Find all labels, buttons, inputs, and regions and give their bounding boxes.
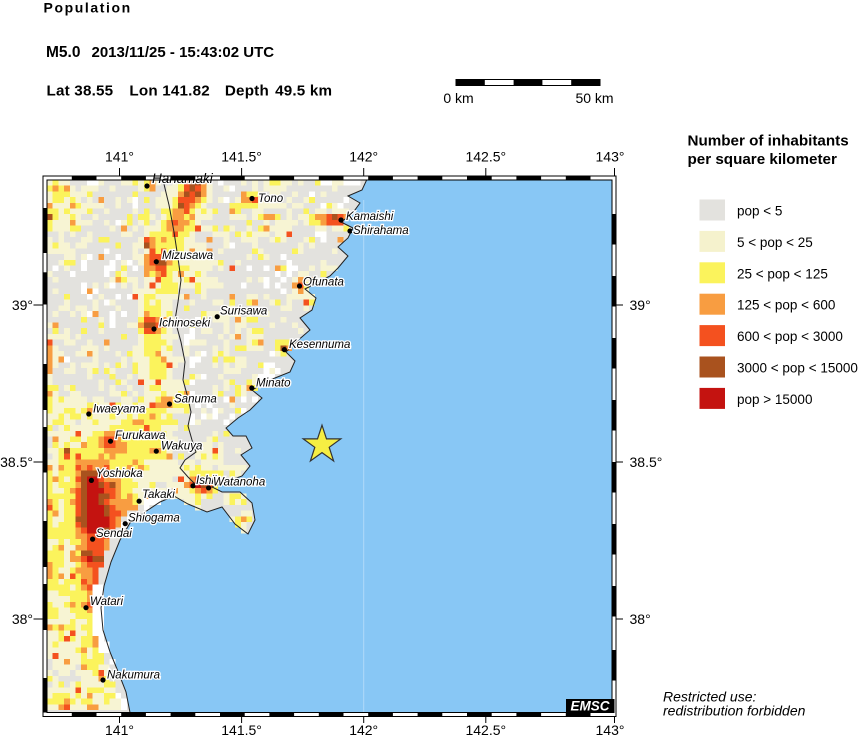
svg-text:49.5 km: 49.5 km bbox=[275, 83, 332, 100]
svg-text:Sendai: Sendai bbox=[96, 528, 132, 540]
svg-text:39°: 39° bbox=[630, 297, 651, 313]
svg-text:Kamaishi: Kamaishi bbox=[346, 211, 394, 223]
svg-text:per square kilometer: per square kilometer bbox=[688, 151, 837, 168]
svg-text:Takaki: Takaki bbox=[142, 489, 175, 501]
svg-text:Shiogama: Shiogama bbox=[128, 513, 180, 525]
svg-text:Depth: Depth bbox=[225, 83, 269, 100]
svg-text:Ishii: Ishii bbox=[196, 475, 217, 487]
svg-text:Tono: Tono bbox=[258, 193, 284, 205]
svg-text:38.5°: 38.5° bbox=[0, 454, 33, 470]
svg-text:Mizusawa: Mizusawa bbox=[162, 250, 213, 262]
svg-text:Population: Population bbox=[44, 0, 132, 16]
svg-text:Restricted use:: Restricted use: bbox=[663, 689, 756, 705]
svg-text:39°: 39° bbox=[12, 297, 33, 313]
svg-text:143°: 143° bbox=[596, 722, 625, 735]
svg-text:2013/11/25 - 15:43:02 UTC: 2013/11/25 - 15:43:02 UTC bbox=[92, 44, 275, 61]
svg-text:143°: 143° bbox=[596, 149, 625, 165]
svg-text:141°: 141° bbox=[105, 149, 134, 165]
svg-text:5 < pop < 25: 5 < pop < 25 bbox=[737, 235, 813, 250]
svg-text:50 km: 50 km bbox=[575, 90, 613, 106]
svg-text:Minato: Minato bbox=[256, 378, 291, 390]
svg-text:3000 < pop < 15000: 3000 < pop < 15000 bbox=[737, 361, 858, 376]
svg-text:0 km: 0 km bbox=[443, 90, 473, 106]
svg-text:Sanuma: Sanuma bbox=[174, 394, 217, 406]
svg-text:38.5°: 38.5° bbox=[630, 454, 663, 470]
svg-text:600 < pop < 3000: 600 < pop < 3000 bbox=[737, 329, 843, 344]
svg-text:Watanoha: Watanoha bbox=[213, 477, 265, 489]
svg-text:redistribution forbidden: redistribution forbidden bbox=[663, 703, 806, 719]
svg-text:Surisawa: Surisawa bbox=[220, 306, 267, 318]
svg-text:Iwaeyama: Iwaeyama bbox=[93, 404, 145, 416]
svg-text:Yoshioka: Yoshioka bbox=[96, 468, 143, 480]
svg-text:Lon 141.82: Lon 141.82 bbox=[129, 83, 210, 100]
svg-text:38°: 38° bbox=[630, 611, 651, 627]
svg-text:141°: 141° bbox=[105, 722, 134, 735]
svg-text:141.5°: 141.5° bbox=[221, 149, 262, 165]
svg-text:Number of inhabitants: Number of inhabitants bbox=[688, 133, 849, 150]
svg-text:Watari: Watari bbox=[90, 596, 123, 608]
svg-text:142.5°: 142.5° bbox=[465, 722, 506, 735]
svg-text:Wakuya: Wakuya bbox=[161, 441, 202, 453]
svg-text:Ofunata: Ofunata bbox=[303, 277, 344, 289]
svg-text:38°: 38° bbox=[12, 611, 33, 627]
svg-text:Shirahama: Shirahama bbox=[353, 225, 409, 237]
svg-text:pop > 15000: pop > 15000 bbox=[737, 392, 812, 407]
svg-text:125 < pop < 600: 125 < pop < 600 bbox=[737, 298, 835, 313]
svg-text:141.5°: 141.5° bbox=[221, 722, 262, 735]
svg-text:142°: 142° bbox=[349, 149, 378, 165]
svg-text:Kesennuma: Kesennuma bbox=[289, 339, 350, 351]
svg-text:M5.0: M5.0 bbox=[46, 44, 80, 61]
svg-text:142.5°: 142.5° bbox=[465, 149, 506, 165]
svg-text:Ichinoseki: Ichinoseki bbox=[159, 318, 211, 330]
svg-text:Nakumura: Nakumura bbox=[107, 670, 160, 682]
svg-text:EMSC: EMSC bbox=[570, 699, 609, 714]
svg-text:pop < 5: pop < 5 bbox=[737, 204, 782, 219]
svg-text:Furukawa: Furukawa bbox=[115, 430, 166, 442]
svg-text:142°: 142° bbox=[349, 722, 378, 735]
svg-text:25 < pop < 125: 25 < pop < 125 bbox=[737, 266, 828, 281]
svg-text:Lat 38.55: Lat 38.55 bbox=[47, 83, 114, 100]
